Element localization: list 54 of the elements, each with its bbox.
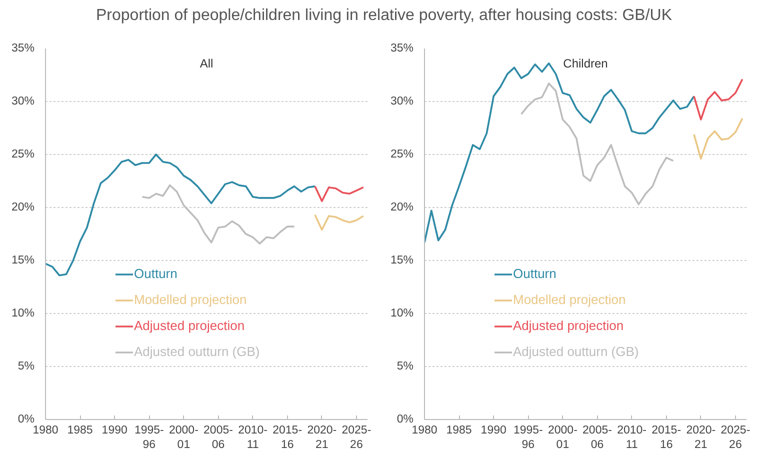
y-tick-label: 0% <box>396 414 414 426</box>
line-series <box>693 118 744 160</box>
x-tick-label: 2000- 01 <box>168 424 199 451</box>
x-tick-label: 1990 <box>480 424 506 436</box>
x-tick-label: 2015- 16 <box>272 424 302 451</box>
x-tick-label: 2020- 21 <box>686 424 716 451</box>
chart-title: Proportion of people/children living in relative poverty, after housing costs: GB/UK <box>96 6 672 26</box>
y-tick-label: 15% <box>11 254 35 266</box>
legend-label: Adjusted projection <box>134 318 245 333</box>
text: All <box>200 56 214 70</box>
x-tick-label: 2015- 16 <box>652 424 682 451</box>
x-tick-label: 1995- 96 <box>513 424 544 451</box>
line-series <box>141 184 296 244</box>
legend-label: Modelled projection <box>513 292 626 307</box>
x-tick-label: 2010- 11 <box>617 424 647 451</box>
legend-label: Adjusted outturn (GB) <box>513 344 639 359</box>
x-tick-label: 2005- 06 <box>582 424 612 451</box>
line-series <box>46 154 316 276</box>
legend-label: Outturn <box>513 266 556 281</box>
legend-label: Outturn <box>134 266 178 281</box>
x-tick-label: 1980 <box>32 424 58 436</box>
y-tick-label: 35% <box>11 42 35 54</box>
x-tick-label: 2025- 26 <box>342 424 372 451</box>
x-tick-label: 2010- 11 <box>238 424 268 451</box>
y-tick-label: 20% <box>390 202 414 214</box>
y-tick-label: 5% <box>18 360 35 372</box>
y-tick-label: 5% <box>396 360 414 372</box>
y-tick-label: 30% <box>11 96 35 108</box>
line-series <box>314 214 364 231</box>
x-tick-label: 2005- 06 <box>204 424 234 451</box>
y-tick-label: 25% <box>390 148 414 160</box>
legend-label: Adjusted outturn (GB) <box>134 344 260 359</box>
line-series <box>520 82 674 206</box>
y-tick-label: 15% <box>390 254 414 266</box>
line-series <box>314 185 364 202</box>
y-tick-label: 10% <box>11 308 35 320</box>
x-tick-label: 1985 <box>446 424 472 436</box>
x-tick-label: 1995- 96 <box>134 424 164 451</box>
line-series <box>693 78 744 120</box>
y-tick-label: 0% <box>18 414 35 426</box>
legend-label: Adjusted projection <box>513 318 624 333</box>
y-tick-label: 35% <box>390 42 414 54</box>
x-tick-label: 1980 <box>412 424 438 436</box>
y-tick-label: 20% <box>11 202 35 214</box>
text: Children <box>563 56 608 70</box>
x-tick-label: 2020- 21 <box>307 424 337 451</box>
legend-label: Modelled projection <box>134 292 247 307</box>
y-tick-label: 10% <box>390 308 414 320</box>
x-tick-label: 2000- 01 <box>548 424 578 451</box>
x-tick-label: 1985 <box>67 424 93 436</box>
y-tick-label: 25% <box>11 148 35 160</box>
x-tick-label: 2025- 26 <box>720 424 750 451</box>
x-tick-label: 1990 <box>102 424 128 436</box>
y-tick-label: 30% <box>390 96 414 108</box>
